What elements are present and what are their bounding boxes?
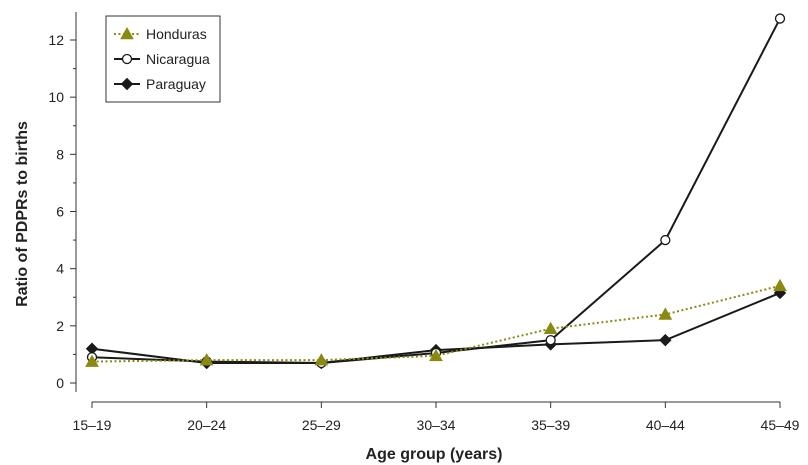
data-point-honduras xyxy=(429,348,443,362)
y-tick-label: 2 xyxy=(56,318,64,334)
x-tick-label: 35–39 xyxy=(531,417,570,433)
legend-marker-honduras xyxy=(120,26,134,40)
legend-item-nicaragua: Nicaragua xyxy=(114,51,210,67)
y-tick-label: 4 xyxy=(56,261,64,277)
data-point-honduras xyxy=(314,353,329,366)
y-tick-label: 10 xyxy=(48,89,64,105)
data-point-honduras xyxy=(199,353,214,366)
series-layer xyxy=(85,13,787,370)
data-point-nicaragua xyxy=(545,334,556,346)
y-tick-label: 0 xyxy=(56,375,64,391)
x-tick-label: 30–34 xyxy=(417,417,456,433)
legend-marker-nicaragua xyxy=(121,53,133,65)
series-honduras xyxy=(85,278,787,367)
y-tick-label: 8 xyxy=(56,146,64,162)
data-point-honduras xyxy=(543,321,558,334)
x-axis-title: Age group (years) xyxy=(366,446,503,463)
legend-item-paraguay: Paraguay xyxy=(114,76,206,92)
y-tick-label: 6 xyxy=(56,204,64,220)
x-tick-label: 25–29 xyxy=(302,417,341,433)
legend: Honduras Nicaragua Paraguay xyxy=(105,15,221,103)
data-point-honduras xyxy=(658,307,673,320)
x-tick-label: 20–24 xyxy=(187,417,226,433)
data-point-nicaragua xyxy=(774,13,786,24)
legend-label-paraguay: Paraguay xyxy=(146,76,206,92)
legend-label-nicaragua: Nicaragua xyxy=(146,51,210,67)
data-point-honduras xyxy=(85,354,99,367)
legend-label-honduras: Honduras xyxy=(146,26,207,42)
x-tick-label: 45–49 xyxy=(761,417,800,433)
y-axis-title: Ratio of PDPRs to births xyxy=(14,121,31,307)
y-tick-label: 12 xyxy=(48,32,64,48)
data-point-paraguay xyxy=(659,333,672,347)
data-point-paraguay xyxy=(773,286,787,300)
x-tick-label: 15–19 xyxy=(73,417,112,433)
data-point-nicaragua xyxy=(660,234,671,246)
data-point-honduras xyxy=(773,278,787,292)
legend-item-honduras: Honduras xyxy=(114,26,207,42)
axes: 0 2 4 6 8 10 12 15–19 20–24 25–29 30–34 35–39 40–44 4… xyxy=(48,12,800,433)
x-tick-label: 40–44 xyxy=(646,417,685,433)
legend-marker-paraguay xyxy=(120,77,134,91)
